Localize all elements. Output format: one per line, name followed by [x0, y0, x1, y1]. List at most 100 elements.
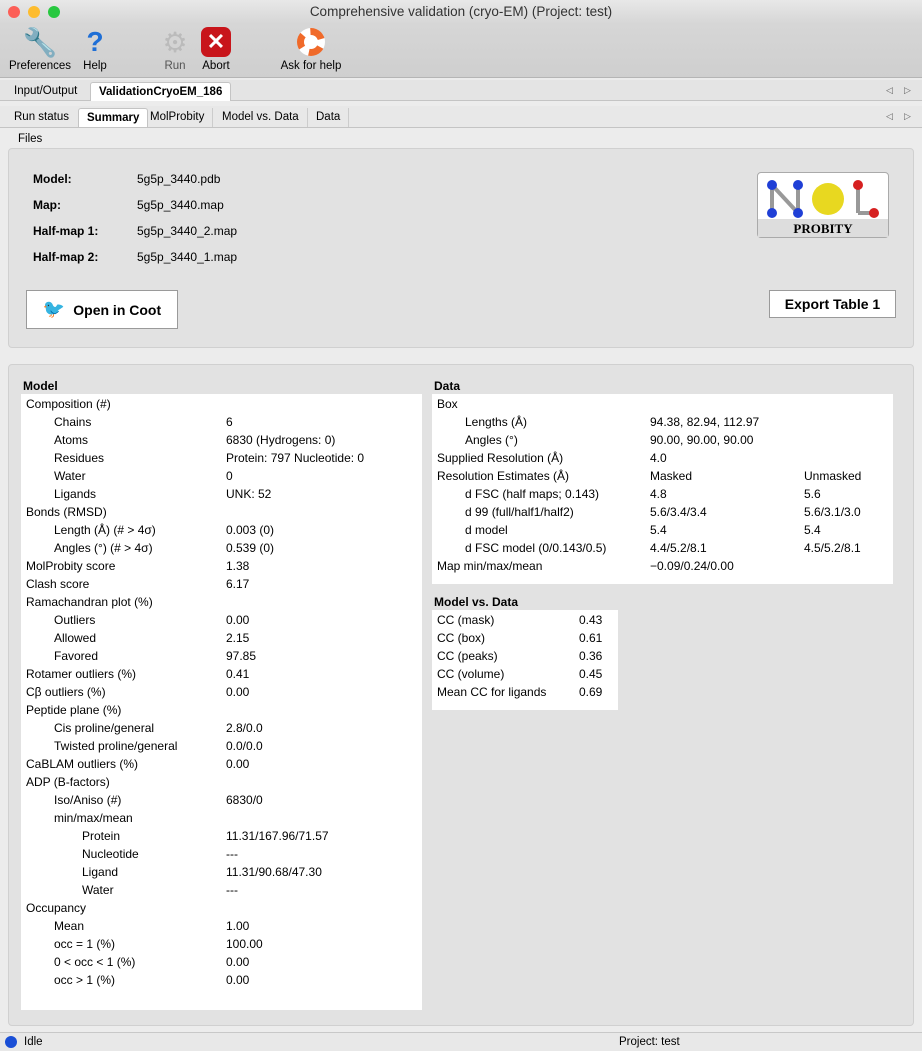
file-value: 5g5p_3440_1.map — [137, 250, 238, 264]
row-label: occ > 1 (%) — [54, 973, 116, 987]
table-row: d model 5.4 5.4 — [432, 521, 893, 539]
table-row: Protein 11.31/167.96/71.57 — [21, 827, 422, 845]
toolbar: 🔧 Preferences ? Help ⚙ Run ✕ Abort Ask for h… — [0, 24, 922, 78]
row-value: 5.6 — [804, 487, 821, 501]
row-label: occ = 1 (%) — [54, 937, 116, 951]
scroll-right-icon[interactable]: ▷ — [904, 85, 911, 95]
row-label: Water — [54, 469, 86, 483]
row-label: min/max/mean — [54, 811, 133, 825]
row-label: Supplied Resolution (Å) — [437, 451, 564, 465]
row-label: Cis proline/general — [54, 721, 155, 735]
table-row: Twisted proline/general 0.0/0.0 — [21, 737, 422, 755]
row-label: Iso/Aniso (#) — [54, 793, 122, 807]
row-label: Residues — [54, 451, 105, 465]
row-value: 0.61 — [579, 631, 603, 645]
table-row: Ligands UNK: 52 — [21, 485, 422, 503]
open-in-coot-label: Open in Coot — [73, 301, 162, 318]
file-row-model: Model: 5g5p_3440.pdb — [33, 172, 220, 186]
row-value: 0 — [226, 469, 233, 483]
row-value: 1.00 — [226, 919, 250, 933]
tab-data[interactable]: Data — [308, 108, 350, 127]
table-row: CC (volume) 0.45 — [432, 665, 618, 683]
row-label: Rotamer outliers (%) — [26, 667, 137, 681]
row-value: 0.539 (0) — [226, 541, 275, 555]
row-value: 11.31/90.68/47.30 — [226, 865, 322, 879]
row-value: 0.003 (0) — [226, 523, 275, 537]
row-label: Angles (°) — [465, 433, 518, 447]
zoom-window-button[interactable] — [48, 6, 60, 18]
tab-model-vs-data[interactable]: Model vs. Data — [214, 108, 308, 127]
table-row: Favored 97.85 — [21, 647, 422, 665]
help-button[interactable]: ? Help — [78, 24, 112, 72]
row-value: 0.45 — [579, 667, 603, 681]
model-vs-data-table: CC (mask) 0.43 CC (box) 0.61 CC (peaks) 0.36 C… — [432, 610, 618, 710]
ask-for-help-button[interactable]: Ask for help — [276, 24, 346, 72]
table-row: Nucleotide --- — [21, 845, 422, 863]
row-value: 94.38, 82.94, 112.97 — [650, 415, 760, 429]
table-row: CC (mask) 0.43 — [432, 611, 618, 629]
ask-label: Ask for help — [280, 60, 342, 72]
table-row: 0 < occ < 1 (%) 0.00 — [21, 953, 422, 971]
export-table-button[interactable]: Export Table 1 — [769, 290, 896, 318]
row-value: 6830/0 — [226, 793, 263, 807]
row-value: Masked — [650, 469, 693, 483]
row-value: 4.4/5.2/8.1 — [650, 541, 707, 555]
tab-run-status[interactable]: Run status — [14, 111, 69, 123]
row-label: Chains — [54, 415, 92, 429]
tools-icon: 🔧 — [22, 26, 58, 58]
preferences-button[interactable]: 🔧 Preferences — [6, 24, 74, 73]
row-label: MolProbity score — [26, 559, 116, 573]
row-value: 0.69 — [579, 685, 603, 699]
row-label: CC (volume) — [437, 667, 505, 681]
row-label: Mean — [54, 919, 85, 933]
scroll-right-icon[interactable]: ▷ — [904, 111, 911, 121]
file-label: Map: — [33, 198, 61, 212]
row-value: 0.41 — [226, 667, 250, 681]
row-label: Ligand — [82, 865, 119, 879]
table-row: Lengths (Å) 94.38, 82.94, 112.97 — [432, 413, 893, 431]
run-label: Run — [164, 60, 186, 72]
row-label: Protein — [82, 829, 121, 843]
minimize-window-button[interactable] — [28, 6, 40, 18]
table-row: MolProbity score 1.38 — [21, 557, 422, 575]
row-label: Composition (#) — [26, 397, 111, 411]
table-row: Angles (°) 90.00, 90.00, 90.00 — [432, 431, 893, 449]
row-value: 100.00 — [226, 937, 263, 951]
row-label: Mean CC for ligands — [437, 685, 547, 699]
table-row: Peptide plane (%) — [21, 701, 422, 719]
row-label: Nucleotide — [82, 847, 139, 861]
row-value: UNK: 52 — [226, 487, 272, 501]
abort-icon: ✕ — [196, 24, 236, 60]
open-in-coot-button[interactable]: 🐦 Open in Coot — [26, 290, 178, 329]
close-window-button[interactable] — [8, 6, 20, 18]
row-label: ADP (B-factors) — [26, 775, 110, 789]
row-label: CC (box) — [437, 631, 486, 645]
row-value: 0.43 — [579, 613, 603, 627]
file-row-half-map-1: Half-map 1: 5g5p_3440_2.map — [33, 224, 237, 238]
table-row: Supplied Resolution (Å) 4.0 — [432, 449, 893, 467]
table-row: d FSC (half maps; 0.143) 4.8 5.6 — [432, 485, 893, 503]
tab-validation[interactable]: ValidationCryoEM_186 — [90, 82, 232, 101]
run-button[interactable]: ⚙ Run — [158, 24, 192, 73]
row-label: 0 < occ < 1 (%) — [54, 955, 136, 969]
row-value: 6 — [226, 415, 233, 429]
scroll-left-icon[interactable]: ◁ — [886, 85, 893, 95]
model-section-title: Model — [23, 379, 58, 393]
abort-button[interactable]: ✕ Abort — [196, 24, 236, 72]
scroll-left-icon[interactable]: ◁ — [886, 111, 893, 121]
table-row: Residues Protein: 797 Nucleotide: 0 — [21, 449, 422, 467]
tab-molprobity[interactable]: MolProbity — [142, 108, 214, 127]
row-value: 6.17 — [226, 577, 250, 591]
row-value: 4.5/5.2/8.1 — [804, 541, 861, 555]
table-row: Cβ outliers (%) 0.00 — [21, 683, 422, 701]
row-value: --- — [226, 847, 238, 861]
row-value: 2.8/0.0 — [226, 721, 263, 735]
row-value: 5.6/3.4/3.4 — [650, 505, 707, 519]
file-label: Model: — [33, 172, 72, 186]
svg-text:PROBITY: PROBITY — [793, 221, 853, 236]
tab-summary[interactable]: Summary — [78, 108, 149, 127]
row-value: 0.00 — [226, 955, 250, 969]
lifebuoy-icon — [276, 24, 346, 60]
tab-input-output[interactable]: Input/Output — [14, 85, 78, 97]
row-label: Cβ outliers (%) — [26, 685, 106, 699]
